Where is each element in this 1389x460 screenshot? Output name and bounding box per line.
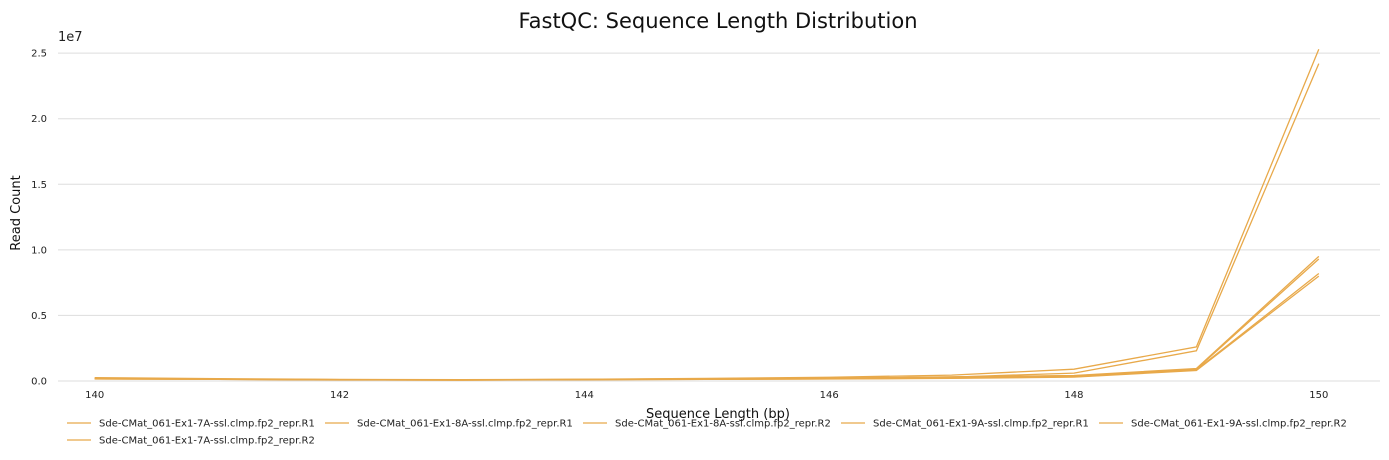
x-tick-label: 148 [1064,390,1083,401]
legend-label: Sde-CMat_061-Ex1-7A-ssl.clmp.fp2_repr.R2 [99,436,315,447]
legend: Sde-CMat_061-Ex1-7A-ssl.clmp.fp2_repr.R1… [67,419,1347,447]
y-multiplier-label: 1e7 [58,30,83,45]
series-line [94,255,1320,381]
series-lines [94,48,1320,381]
x-tick-label: 140 [85,390,104,401]
legend-item: Sde-CMat_061-Ex1-8A-ssl.clmp.fp2_repr.R2 [583,419,831,430]
y-tick-label: 0.0 [31,377,47,388]
y-tick-label: 2.5 [31,49,47,60]
x-axis-label: Sequence Length (bp) [646,407,790,422]
y-tick-labels: 0.0 0.5 1.0 1.5 2.0 2.5 [31,49,47,388]
legend-label: Sde-CMat_061-Ex1-8A-ssl.clmp.fp2_repr.R1 [357,419,573,430]
legend-item: Sde-CMat_061-Ex1-7A-ssl.clmp.fp2_repr.R1 [67,419,315,430]
x-tick-label: 144 [575,390,594,401]
series-line [94,275,1320,381]
legend-item: Sde-CMat_061-Ex1-9A-ssl.clmp.fp2_repr.R1 [841,419,1089,430]
y-tick-label: 0.5 [31,311,47,322]
y-axis-label: Read Count [9,175,24,250]
series-line [94,48,1320,381]
x-tick-label: 146 [820,390,839,401]
x-tick-label: 150 [1309,390,1328,401]
legend-label: Sde-CMat_061-Ex1-8A-ssl.clmp.fp2_repr.R2 [615,419,831,430]
x-tick-labels: 140 142 144 146 148 150 [85,390,1328,401]
y-tick-label: 1.0 [31,245,47,256]
legend-item: Sde-CMat_061-Ex1-9A-ssl.clmp.fp2_repr.R2 [1099,419,1347,430]
series-line [94,272,1320,381]
grid-lines [58,52,1380,382]
legend-label: Sde-CMat_061-Ex1-9A-ssl.clmp.fp2_repr.R1 [873,419,1089,430]
y-tick-label: 2.0 [31,114,47,125]
x-tick-label: 142 [330,390,349,401]
series-line [94,63,1320,381]
legend-label: Sde-CMat_061-Ex1-7A-ssl.clmp.fp2_repr.R1 [99,419,315,430]
chart-title: FastQC: Sequence Length Distribution [518,9,917,33]
legend-item: Sde-CMat_061-Ex1-7A-ssl.clmp.fp2_repr.R2 [67,436,315,447]
legend-label: Sde-CMat_061-Ex1-9A-ssl.clmp.fp2_repr.R2 [1131,419,1347,430]
y-tick-label: 1.5 [31,180,47,191]
legend-item: Sde-CMat_061-Ex1-8A-ssl.clmp.fp2_repr.R1 [325,419,573,430]
